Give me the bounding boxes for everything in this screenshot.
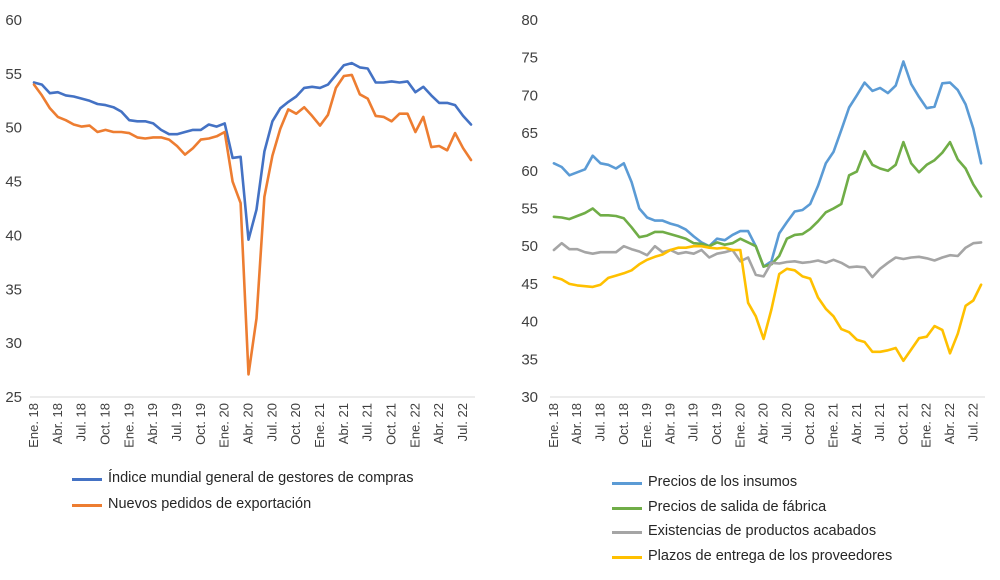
left-x-tick-label: Ene. 20 bbox=[217, 403, 232, 448]
right-x-tick-label: Abr. 22 bbox=[942, 403, 957, 444]
right-x-tick-label: Abr. 21 bbox=[849, 403, 864, 444]
right-series-line-3 bbox=[552, 241, 983, 279]
right-y-tick-label: 60 bbox=[521, 163, 538, 180]
left-y-tick-label: 45 bbox=[5, 174, 22, 191]
right-x-tick-label: Jul. 21 bbox=[872, 403, 887, 441]
right-x-tick-label: Jul. 18 bbox=[592, 403, 607, 441]
right-y-tick-label: 75 bbox=[521, 50, 538, 67]
right-x-tick-label: Jul. 20 bbox=[779, 403, 794, 441]
right-series-line-1 bbox=[552, 60, 983, 268]
right-x-tick-label: Oct. 20 bbox=[802, 403, 817, 445]
left-y-tick-label: 30 bbox=[5, 335, 22, 352]
right-series-line-2 bbox=[552, 140, 983, 268]
right-legend-swatch bbox=[612, 506, 642, 510]
left-legend-label: Nuevos pedidos de exportación bbox=[108, 496, 312, 512]
left-y-tick-label: 35 bbox=[5, 281, 22, 298]
left-x-tick-label: Abr. 21 bbox=[336, 403, 351, 444]
left-legend-swatch bbox=[72, 478, 102, 481]
right-y-tick-label: 40 bbox=[521, 314, 538, 331]
left-x-tick-label: Ene. 19 bbox=[121, 403, 136, 448]
left-x-tick-label: Ene. 22 bbox=[407, 403, 422, 448]
left-y-tick-label: 40 bbox=[5, 227, 22, 244]
right-x-tick-label: Abr. 18 bbox=[569, 403, 584, 444]
right-y-tick-label: 30 bbox=[521, 389, 538, 406]
left-x-tick-label: Jul. 20 bbox=[264, 403, 279, 441]
right-legend-label: Precios de salida de fábrica bbox=[648, 498, 827, 515]
right-y-tick-label: 80 bbox=[521, 12, 538, 29]
left-x-tick-label: Abr. 18 bbox=[50, 403, 65, 444]
right-x-tick-label: Oct. 21 bbox=[895, 403, 910, 445]
chart-right-plot: 30 35 40 45 50 55 60 65 70 75 80 Ene. 18 Abr. 18 Jul.… bbox=[521, 12, 985, 448]
left-x-tick-label: Abr. 20 bbox=[241, 403, 256, 444]
left-x-tick-label: Jul. 22 bbox=[455, 403, 470, 441]
left-legend-label: Índice mundial general de gestores de co… bbox=[108, 470, 414, 486]
right-y-tick-label: 65 bbox=[521, 125, 538, 142]
left-x-tick-label: Abr. 22 bbox=[431, 403, 446, 444]
right-y-tick-label: 50 bbox=[521, 238, 538, 255]
right-x-tick-label: Ene. 18 bbox=[546, 403, 561, 448]
left-y-tick-label: 55 bbox=[5, 66, 22, 83]
right-y-tick-label: 55 bbox=[521, 201, 538, 218]
right-x-tick-label: Oct. 19 bbox=[709, 403, 724, 445]
right-x-tick-label: Ene. 19 bbox=[639, 403, 654, 448]
left-x-tick-label: Oct. 18 bbox=[97, 403, 112, 445]
left-x-tick-label: Jul. 18 bbox=[74, 403, 89, 441]
chart-panel-right: 30 35 40 45 50 55 60 65 70 75 80 Ene. 18 Abr. 18 Jul.… bbox=[500, 0, 1000, 580]
right-x-tick-label: Abr. 19 bbox=[662, 403, 677, 444]
right-legend-swatch bbox=[612, 555, 642, 559]
right-y-tick-label: 45 bbox=[521, 276, 538, 293]
left-x-tick-label: Ene. 18 bbox=[26, 403, 41, 448]
left-series-line-2 bbox=[32, 73, 473, 376]
chart-left-plot: 25 30 35 40 45 50 55 60 Ene. 18 Abr. 18 Jul. 18 Oct… bbox=[5, 12, 475, 448]
left-legend-swatch bbox=[72, 504, 102, 507]
right-x-tick-label: Ene. 21 bbox=[826, 403, 841, 448]
right-x-tick-label: Jul. 22 bbox=[965, 403, 980, 441]
left-x-tick-label: Jul. 19 bbox=[169, 403, 184, 441]
right-y-tick-label: 35 bbox=[521, 351, 538, 368]
left-series-line-1 bbox=[32, 61, 473, 241]
left-x-tick-label: Jul. 21 bbox=[360, 403, 375, 441]
left-x-tick-label: Ene. 21 bbox=[312, 403, 327, 448]
right-legend-label: Existencias de productos acabados bbox=[648, 523, 877, 539]
right-x-tick-label: Ene. 22 bbox=[919, 403, 934, 448]
left-x-tick-label: Oct. 21 bbox=[384, 403, 399, 445]
right-legend-label: Plazos de entrega de los proveedores bbox=[648, 547, 893, 564]
left-y-tick-label: 25 bbox=[5, 389, 22, 406]
right-x-tick-label: Ene. 20 bbox=[732, 403, 747, 448]
chart-panel-left: 25 30 35 40 45 50 55 60 Ene. 18 Abr. 18 Jul. 18 Oct… bbox=[5, 12, 475, 512]
left-x-tick-label: Oct. 20 bbox=[288, 403, 303, 445]
right-legend-swatch bbox=[612, 531, 642, 534]
right-series-line-4 bbox=[552, 244, 983, 363]
left-x-tick-label: Oct. 19 bbox=[193, 403, 208, 445]
right-x-tick-label: Jul. 19 bbox=[686, 403, 701, 441]
right-legend-swatch bbox=[612, 482, 642, 485]
right-y-tick-label: 70 bbox=[521, 87, 538, 104]
left-x-tick-label: Abr. 19 bbox=[145, 403, 160, 444]
right-x-tick-label: Oct. 18 bbox=[616, 403, 631, 445]
right-legend-label: Precios de los insumos bbox=[648, 474, 798, 490]
right-x-tick-label: Abr. 20 bbox=[756, 403, 771, 444]
left-y-tick-label: 60 bbox=[5, 12, 22, 29]
left-y-tick-label: 50 bbox=[5, 120, 22, 137]
